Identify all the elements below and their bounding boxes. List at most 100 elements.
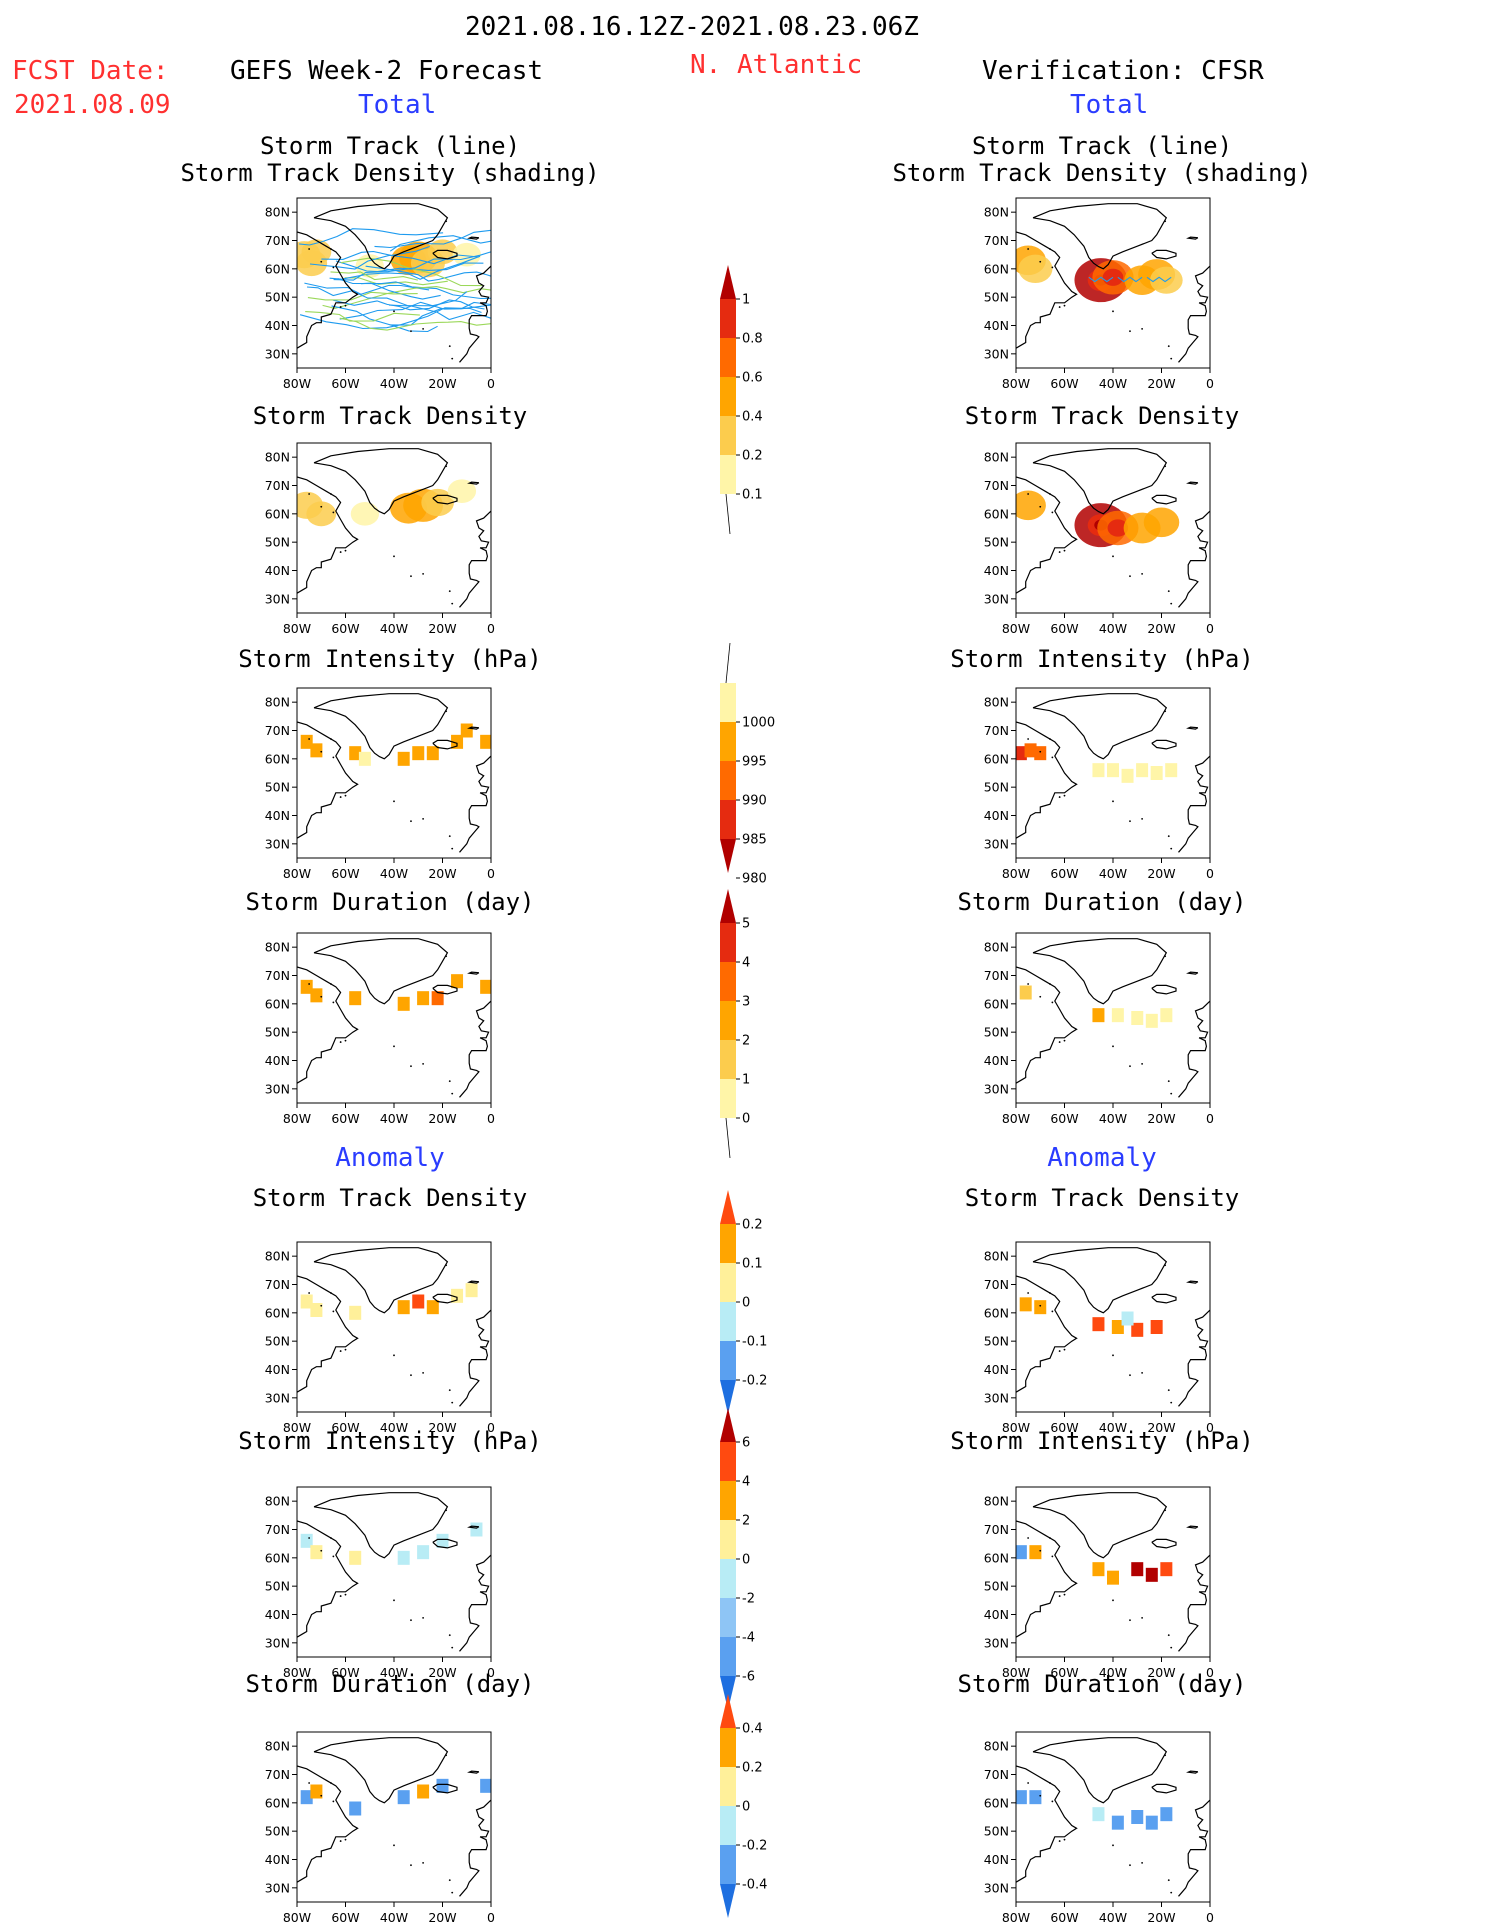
colorbar-segment [720, 800, 736, 839]
grid-cell [426, 1300, 439, 1315]
island-dot [332, 1800, 335, 1803]
y-tick-label: 30N [984, 591, 1009, 606]
fcst-anom-intensity-frame [296, 1486, 492, 1658]
grid-cell [480, 1778, 491, 1793]
island-dot [330, 983, 332, 985]
grid-cell [310, 1784, 323, 1799]
colorbar-segment [720, 1040, 736, 1079]
cfsr-anom-duration-plot-area [1016, 1737, 1210, 1897]
island-dot [1112, 1354, 1114, 1357]
colorbar-label: 0.4 [742, 410, 763, 425]
grid-cell [465, 1283, 478, 1298]
island-dot [1141, 818, 1143, 820]
x-tick-label: 40W [1099, 1910, 1127, 1925]
cfsr-total-intensity-plot-area [1016, 693, 1210, 853]
y-tick-label: 80N [984, 1739, 1009, 1754]
island-dot [410, 1374, 412, 1377]
coastline-jan-mayen [467, 236, 480, 240]
coastline-iceland [432, 494, 458, 505]
fcst-intensity-title: Storm Intensity (hPa) [238, 645, 542, 673]
y-tick-label: 50N [984, 1025, 1009, 1040]
y-tick-label: 60N [265, 506, 290, 521]
island-dot [1170, 1891, 1173, 1894]
island-dot [410, 1065, 412, 1068]
colorbar-segment [720, 1079, 736, 1118]
grid-cell [1107, 763, 1119, 778]
y-tick-label: 50N [265, 1824, 290, 1839]
y-tick-label: 70N [984, 233, 1009, 248]
grid-cell [397, 751, 410, 766]
island-dot [1141, 1063, 1143, 1065]
cfsr-anom-duration-map: 80W 60W 40W 20W 0 80N 70N 60N 50N 40N 30N [984, 1731, 1214, 1925]
island-dot [393, 310, 395, 313]
island-dot [308, 248, 311, 250]
island-dot [410, 1864, 412, 1867]
island-dot [1167, 1634, 1170, 1637]
cfsr-anom-density-plot-area [1016, 1247, 1210, 1407]
y-tick-label: 60N [984, 261, 1009, 276]
grid-cell [300, 1294, 313, 1309]
colorbar-label: -2 [742, 1592, 755, 1607]
coastline-greenland [313, 203, 449, 270]
island-dot [1164, 955, 1167, 958]
storm-track-line [1146, 276, 1172, 283]
colorbar-tail [725, 1117, 731, 1159]
coastline-north-america [297, 1275, 359, 1407]
island-dot [308, 493, 311, 495]
fcst-anom-intensity-plot-area [297, 1492, 491, 1652]
island-dot [1164, 465, 1167, 468]
island-dot [1063, 549, 1066, 552]
x-tick-label: 80W [1002, 866, 1030, 881]
y-tick-label: 80N [265, 1739, 290, 1754]
x-tick-label: 20W [1147, 866, 1175, 881]
grid-cell [1111, 1320, 1124, 1334]
island-dot [1058, 306, 1061, 308]
colorbar-label: 995 [742, 755, 767, 770]
x-tick-label: 40W [380, 1111, 408, 1126]
grid-cell [1160, 1807, 1173, 1822]
island-dot [1063, 304, 1066, 307]
x-tick-label: 80W [283, 376, 311, 391]
cfsr-anom-duration-title: Storm Duration (day) [957, 1670, 1247, 1698]
island-dot [332, 756, 335, 759]
coastline-jan-mayen [467, 726, 480, 730]
island-dot [1039, 1794, 1042, 1797]
island-dot [1129, 820, 1131, 823]
coastline-north-america [297, 1765, 359, 1897]
y-tick-label: 80N [984, 1494, 1009, 1509]
x-tick-label: 80W [283, 621, 311, 636]
y-tick-label: 50N [265, 1025, 290, 1040]
cfsr-track-title: Storm Track (line) Storm Track Density (… [892, 132, 1312, 188]
colorbar-label: 0 [742, 1296, 750, 1311]
island-dot [448, 590, 451, 593]
island-dot [308, 1292, 311, 1294]
island-dot [339, 306, 342, 308]
density-blob [301, 239, 332, 265]
colorbar-label: 4 [742, 1475, 750, 1490]
cfsr-total-duration-map: 80W 60W 40W 20W 0 80N 70N 60N 50N 40N 30N [984, 932, 1214, 1126]
storm-track-line [365, 265, 491, 282]
colorbar-arrow-bottom [720, 1380, 736, 1414]
island-dot [1039, 260, 1042, 263]
island-dot [332, 1310, 335, 1313]
grid-cell [412, 1294, 425, 1309]
grid-cell [451, 734, 464, 749]
island-dot [445, 465, 448, 468]
y-tick-label: 80N [265, 450, 290, 465]
colorbar-label: -0.2 [742, 1374, 767, 1389]
y-tick-label: 80N [984, 940, 1009, 955]
fcst-total-density-plot-area [297, 448, 491, 608]
coastline-north-america [1016, 721, 1078, 853]
fcst-total-track-map: 80W 60W 40W 20W 0 80N 70N 60N 50N 40N 30N [265, 197, 495, 391]
grid-cell [451, 1288, 464, 1303]
colorbar-label: 0.6 [742, 371, 763, 386]
y-tick-label: 40N [984, 1607, 1009, 1622]
y-tick-label: 50N [984, 1579, 1009, 1594]
x-tick-label: 0 [487, 866, 495, 881]
y-tick-label: 80N [265, 940, 290, 955]
island-dot [1039, 750, 1042, 753]
colorbar-label: -4 [742, 1631, 755, 1646]
coastline-greenland [313, 448, 449, 515]
island-dot [1141, 1372, 1143, 1374]
coastline-europe [459, 510, 491, 608]
